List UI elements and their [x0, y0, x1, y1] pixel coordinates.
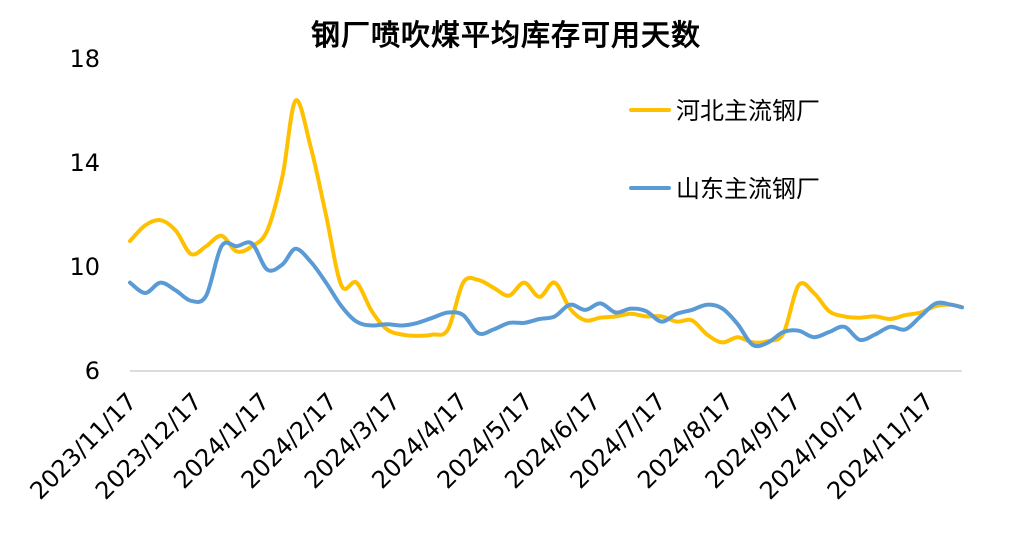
y-tick-label: 10 — [69, 253, 100, 281]
y-tick-label: 6 — [85, 357, 100, 385]
y-axis: 6 10 14 18 — [69, 45, 100, 385]
series-line-2 — [128, 240, 964, 349]
chart-title: 钢厂喷吹煤平均库存可用天数 — [310, 18, 701, 52]
x-axis: 2023/11/172023/12/172024/1/172024/2/1720… — [25, 387, 940, 505]
series-line-1 — [128, 98, 964, 345]
legend-label: 山东主流钢厂 — [676, 175, 820, 203]
plot-area — [128, 98, 964, 349]
legend-label: 河北主流钢厂 — [676, 97, 820, 125]
y-tick-label: 14 — [69, 149, 100, 177]
y-tick-label: 18 — [69, 45, 100, 73]
